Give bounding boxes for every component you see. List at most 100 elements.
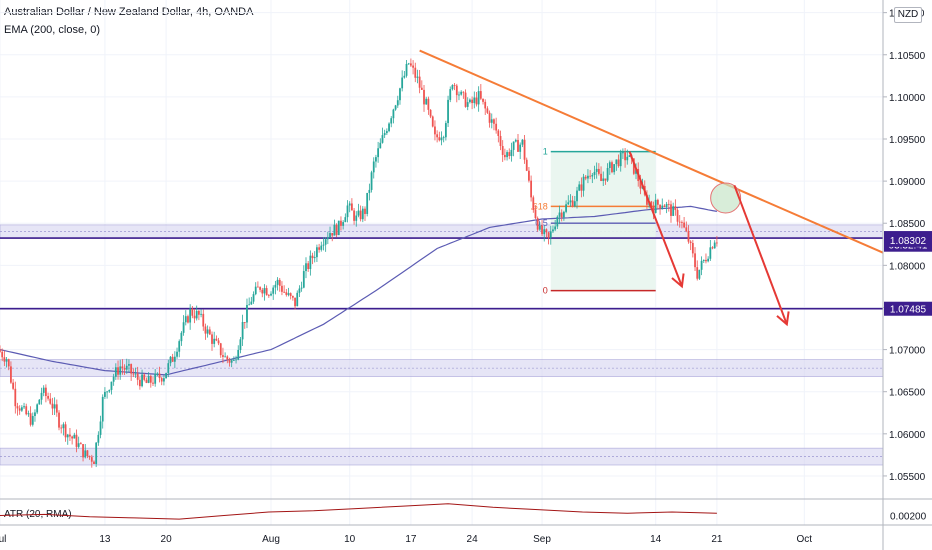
candle-body-86	[187, 316, 189, 323]
candle-body-216	[471, 99, 473, 104]
candle-body-275	[600, 173, 602, 181]
projection-arrows[interactable]	[628, 151, 790, 327]
price-tag-bg-2	[884, 232, 932, 247]
fib-label-0: 1	[543, 147, 548, 157]
fib-label-1: .618	[530, 201, 548, 211]
candle-body-60	[130, 364, 133, 374]
support-resistance-zones[interactable]	[0, 224, 884, 466]
candle-body-215	[469, 99, 471, 103]
candle-body-157	[342, 222, 345, 226]
candle-body-89	[193, 315, 196, 319]
candle-body-70	[152, 382, 154, 384]
candle-body-104	[226, 356, 229, 360]
time-tick-label-8: 14	[650, 534, 662, 545]
ema-indicator-label[interactable]: EMA (200, close, 0)	[4, 24, 100, 36]
candle-body-129	[281, 285, 283, 292]
candle-body-207	[451, 85, 454, 90]
trendline[interactable]	[419, 49, 884, 254]
candle-body-108	[235, 359, 237, 361]
candle-body-25	[53, 404, 56, 409]
candle-body-106	[230, 360, 233, 363]
horizontal-levels[interactable]	[0, 237, 883, 310]
candle-body-238	[519, 144, 522, 152]
candle-body-218	[475, 97, 478, 105]
price-tag-label-3: 1.07485	[890, 305, 927, 316]
candle-body-57	[123, 368, 126, 370]
candle-body-135	[294, 297, 296, 307]
candle-body-48	[104, 391, 106, 397]
price-tick-label-3: 1.07000	[889, 346, 926, 357]
candle-body-311	[678, 221, 681, 223]
candle-body-114	[248, 304, 251, 306]
candle-body-175	[381, 135, 384, 143]
candle-body-290	[632, 158, 635, 174]
candle-body-168	[366, 192, 369, 214]
candle-body-226	[493, 119, 495, 124]
candle-body-269	[587, 175, 589, 179]
time-tick-label-7: Sep	[533, 534, 551, 545]
candle-body-172	[375, 157, 377, 162]
candle-body-310	[676, 210, 679, 222]
candle-body-144	[313, 257, 316, 259]
arrow-head-0	[671, 273, 685, 289]
candle-body-179	[390, 118, 393, 124]
target-circle	[710, 182, 742, 214]
candle-body-29	[62, 424, 65, 429]
candle-body-50	[108, 389, 111, 392]
price-axis[interactable]: 1.055001.060001.065001.070001.075001.080…	[882, 0, 926, 550]
candle-body-95	[206, 329, 209, 334]
time-axis[interactable]: Jul 13 20 Aug 10 17 24 Sep 14 21 Oct	[0, 524, 932, 545]
candle-body-4	[7, 359, 10, 367]
candle-body-194	[423, 89, 425, 105]
candle-body-92	[200, 313, 202, 315]
candle-body-224	[488, 112, 491, 123]
candle-body-237	[517, 139, 519, 152]
candle-body-183	[399, 88, 401, 101]
candle-body-173	[377, 148, 380, 158]
candle-body-266	[580, 184, 583, 191]
candle-body-328	[715, 242, 718, 244]
candle-body-59	[128, 364, 130, 366]
candle-body-190	[414, 67, 417, 78]
candle-body-233	[508, 152, 511, 157]
candle-body-77	[167, 363, 170, 373]
candle-body-40	[86, 450, 89, 457]
time-tick-label-1: 13	[99, 534, 111, 545]
candle-body-327	[713, 242, 716, 249]
candle-body-256	[558, 212, 561, 217]
candle-body-243	[530, 180, 533, 198]
candle-body-322	[702, 259, 705, 261]
candle-body-196	[427, 98, 430, 110]
candle-body-293	[639, 181, 642, 189]
candle-body-273	[595, 168, 598, 172]
candle-body-83	[180, 332, 183, 342]
candle-body-301	[656, 199, 659, 205]
candle-body-47	[101, 396, 104, 422]
candle-body-55	[119, 366, 122, 375]
candle-body-276	[602, 178, 605, 181]
candle-body-165	[359, 210, 362, 220]
candle-body-30	[64, 424, 67, 438]
candle-body-140	[305, 263, 307, 272]
candle-body-152	[331, 233, 334, 236]
candle-body-326	[711, 247, 714, 249]
price-tick-label-5: 1.08000	[889, 261, 926, 272]
candle-body-121	[263, 288, 266, 294]
candle-body-128	[278, 279, 281, 286]
candle-body-18	[38, 399, 41, 405]
candle-body-49	[106, 391, 108, 393]
candle-body-99	[215, 338, 218, 341]
candle-body-245	[534, 209, 537, 219]
candle-body-145	[316, 247, 318, 258]
candle-body-15	[31, 416, 34, 425]
candle-body-133	[289, 293, 292, 296]
candle-body-200	[436, 134, 439, 138]
candle-body-209	[455, 85, 458, 96]
candle-body-51	[110, 381, 113, 390]
candle-body-288	[628, 155, 631, 157]
candle-body-115	[250, 301, 253, 305]
time-tick-label-10: Oct	[797, 534, 813, 545]
candle-body-109	[237, 349, 240, 360]
candle-body-257	[560, 212, 563, 218]
